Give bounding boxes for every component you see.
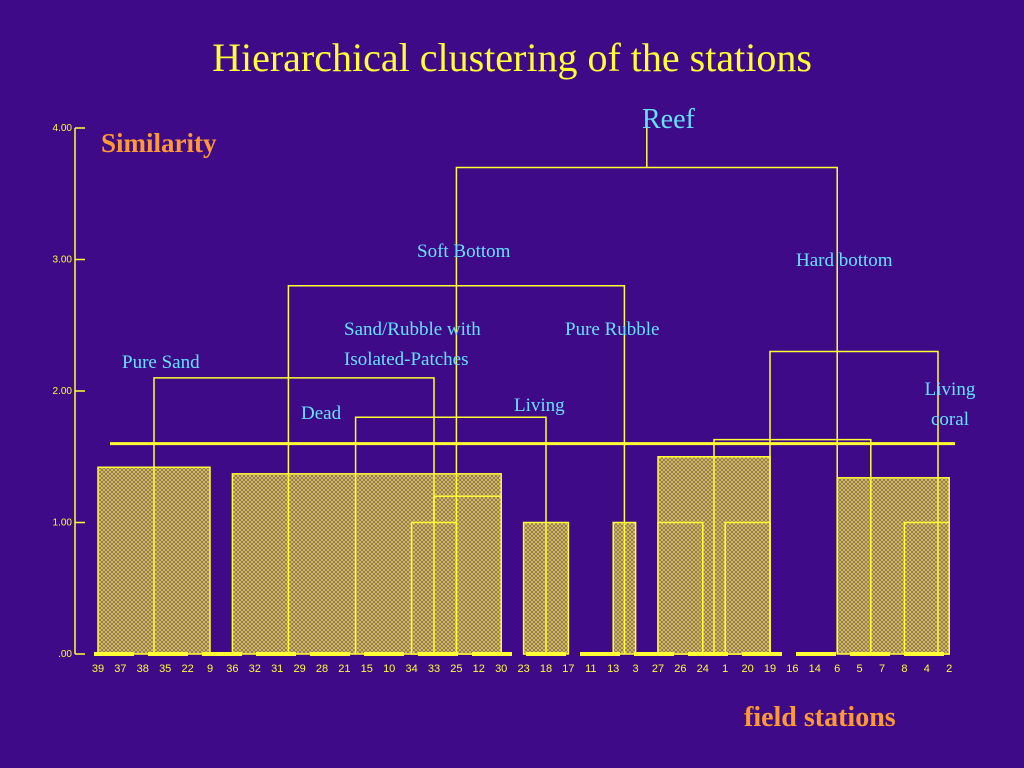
link-bracket [153,377,435,654]
leaf-label: 5 [857,663,863,675]
leaf-label: 27 [652,663,664,675]
leaf-label: 12 [473,663,485,675]
leaf-label: 38 [137,663,149,675]
leaf-label: 20 [741,663,753,675]
leaf-label: 4 [924,663,930,675]
leaf-label: 39 [92,663,104,675]
annotation-hard-bottom: Hard bottom [796,250,893,271]
leaf-label: 25 [450,663,462,675]
leaf-label: 35 [159,663,171,675]
y-tick-label: .00 [58,649,72,660]
slide-title: Hierarchical clustering of the stations [212,35,812,80]
link-bracket [769,350,939,654]
leaf-label: 33 [428,663,440,675]
annotation-dead: Dead [301,403,342,424]
y-tick-label: 4.00 [53,123,73,134]
annotation-sand-rubble-line1: Sand/Rubble with [344,319,481,340]
leaf-label: 30 [495,663,507,675]
annotation-living: Living [514,395,565,416]
leaf-label: 34 [405,663,417,675]
link-bracket [354,416,547,654]
cluster-box [903,521,950,655]
leaf-label: 19 [764,663,776,675]
leaf-label: 36 [226,663,238,675]
leaf-label: 10 [383,663,395,675]
leaf-label: 13 [607,663,619,675]
leaf-label: 26 [674,663,686,675]
cluster-box [657,521,704,655]
y-tick-label: 1.00 [53,518,73,529]
y-tick-label: 3.00 [53,255,73,266]
leaf-label: 15 [361,663,373,675]
leaf-label: 32 [249,663,261,675]
leaf-label: 21 [338,663,350,675]
leaf-label: 37 [114,663,126,675]
leaf-label: 3 [633,663,639,675]
leaf-label: 22 [181,663,193,675]
annotation-living-coral-line2: coral [931,409,969,430]
leaf-label: 9 [207,663,213,675]
annotation-pure-rubble: Pure Rubble [565,319,660,340]
leaf-label: 8 [901,663,907,675]
leaf-label: 2 [946,663,952,675]
leaf-label: 31 [271,663,283,675]
annotation-reef: Reef [642,104,695,135]
x-axis-title: field stations [744,702,896,733]
leaf-label: 11 [585,663,596,675]
leaf-label: 29 [293,663,305,675]
cluster-box [724,521,771,655]
leaf-label: 7 [879,663,885,675]
annotation-soft-bottom: Soft Bottom [417,241,511,262]
annotation-sand-rubble-line2: Isolated-Patches [344,349,469,370]
link-bracket [713,438,872,654]
leaf-label: 1 [722,663,728,675]
y-tick-label: 2.00 [53,386,73,397]
leaf-label: 14 [809,663,821,675]
leaf-label: 28 [316,663,328,675]
annotation-living-coral-line1: Living [924,379,976,400]
leaf-label: 16 [786,663,798,675]
leaf-label: 17 [562,663,574,675]
leaf-label: 18 [540,663,552,675]
annotation-pure-sand: Pure Sand [122,352,200,373]
y-axis-title: Similarity [101,128,217,158]
leaf-label: 24 [697,663,709,675]
leaf-label: 6 [834,663,840,675]
leaf-label: 23 [517,663,529,675]
